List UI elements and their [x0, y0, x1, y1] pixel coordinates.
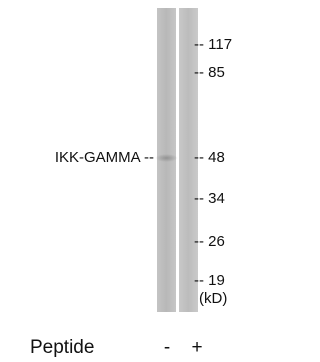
unit-label: (kD) — [199, 290, 227, 307]
marker-label: -- 26 — [194, 233, 225, 250]
peptide-label: Peptide — [30, 337, 94, 358]
target-label: IKK-GAMMA -- — [55, 149, 154, 166]
lane-label: - — [164, 337, 170, 358]
marker-label: -- 19 — [194, 272, 225, 289]
protein-band — [156, 154, 178, 162]
lane-label: + — [191, 337, 202, 358]
marker-label: -- 48 — [194, 149, 225, 166]
blot-figure: IKK-GAMMA -- -- 117-- 85-- 48-- 34-- 26-… — [0, 0, 248, 362]
page: {"blot": { "target_label": "IKK-GAMMA --… — [0, 0, 248, 362]
marker-labels: -- 117 -- 85 -- 48 -- 34 -- 26 -- 19 — [194, 36, 232, 289]
marker-label: -- 34 — [194, 190, 225, 207]
marker-label: -- 117 — [194, 36, 232, 53]
marker-label: -- 85 — [194, 64, 225, 81]
